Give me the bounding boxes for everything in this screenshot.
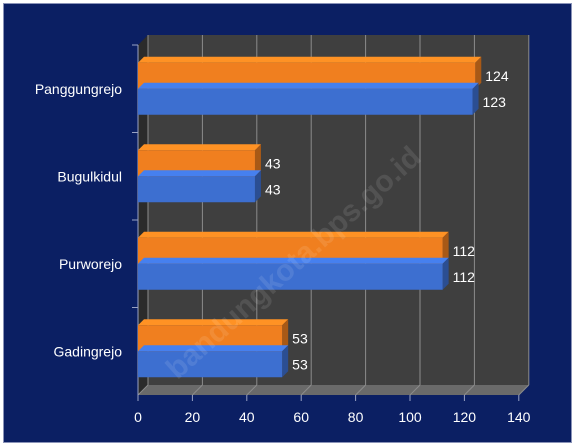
bar-top (138, 231, 449, 238)
x-tick-label: 80 (348, 409, 364, 425)
bar-top (138, 257, 449, 264)
x-tick-label: 100 (398, 409, 422, 425)
bar-top (138, 82, 479, 89)
bar-end (442, 231, 449, 264)
bar-end (472, 82, 479, 115)
x-tick-label: 0 (134, 409, 142, 425)
category-label: Bugulkidul (57, 168, 122, 184)
bar (138, 176, 255, 203)
gridline-floor (137, 384, 149, 396)
data-label: 53 (292, 356, 308, 372)
gridline-floor (355, 384, 366, 396)
x-tick-label: 20 (185, 409, 201, 425)
bar-top (138, 144, 261, 151)
gridline-floor (300, 384, 312, 396)
category-label: Purworejo (59, 256, 122, 272)
bar-end (254, 144, 261, 177)
floor (138, 385, 529, 395)
data-label: 124 (485, 68, 509, 84)
gridline-floor (192, 384, 203, 396)
bar (138, 351, 283, 378)
data-label: 112 (453, 243, 476, 259)
data-label: 112 (453, 269, 476, 285)
bar-end (282, 345, 289, 378)
data-label: 53 (292, 330, 308, 346)
category-label: Gadingrejo (54, 343, 123, 359)
x-tick-label: 40 (239, 409, 255, 425)
bar-top (138, 319, 289, 326)
bar-end (254, 170, 261, 203)
category-label: Panggungrejo (35, 81, 122, 97)
bar (138, 88, 473, 115)
x-tick-label: 120 (453, 409, 477, 425)
gridline-floor (409, 384, 421, 396)
bar-end (442, 257, 449, 290)
bar-top (138, 56, 482, 63)
bar (138, 263, 443, 290)
gridline-floor (464, 384, 475, 396)
bar-top (138, 345, 289, 352)
data-label: 123 (483, 94, 507, 110)
data-label: 43 (265, 181, 281, 197)
x-tick-label: 60 (293, 409, 309, 425)
data-label: 43 (265, 155, 281, 171)
bar-end (475, 56, 482, 89)
plot-wall (138, 35, 529, 395)
bars (138, 56, 482, 378)
bar-end (282, 319, 289, 352)
gridline-floor (246, 384, 258, 396)
side-wall (138, 35, 148, 395)
bar-top (138, 170, 261, 177)
labels: 0 20 40 60 80 100 120 140 Panggungrejo 124 123 Bugu… (35, 68, 531, 425)
x-tick-label: 140 (507, 409, 531, 425)
back-wall (148, 35, 529, 385)
gridline-floor (518, 384, 530, 396)
